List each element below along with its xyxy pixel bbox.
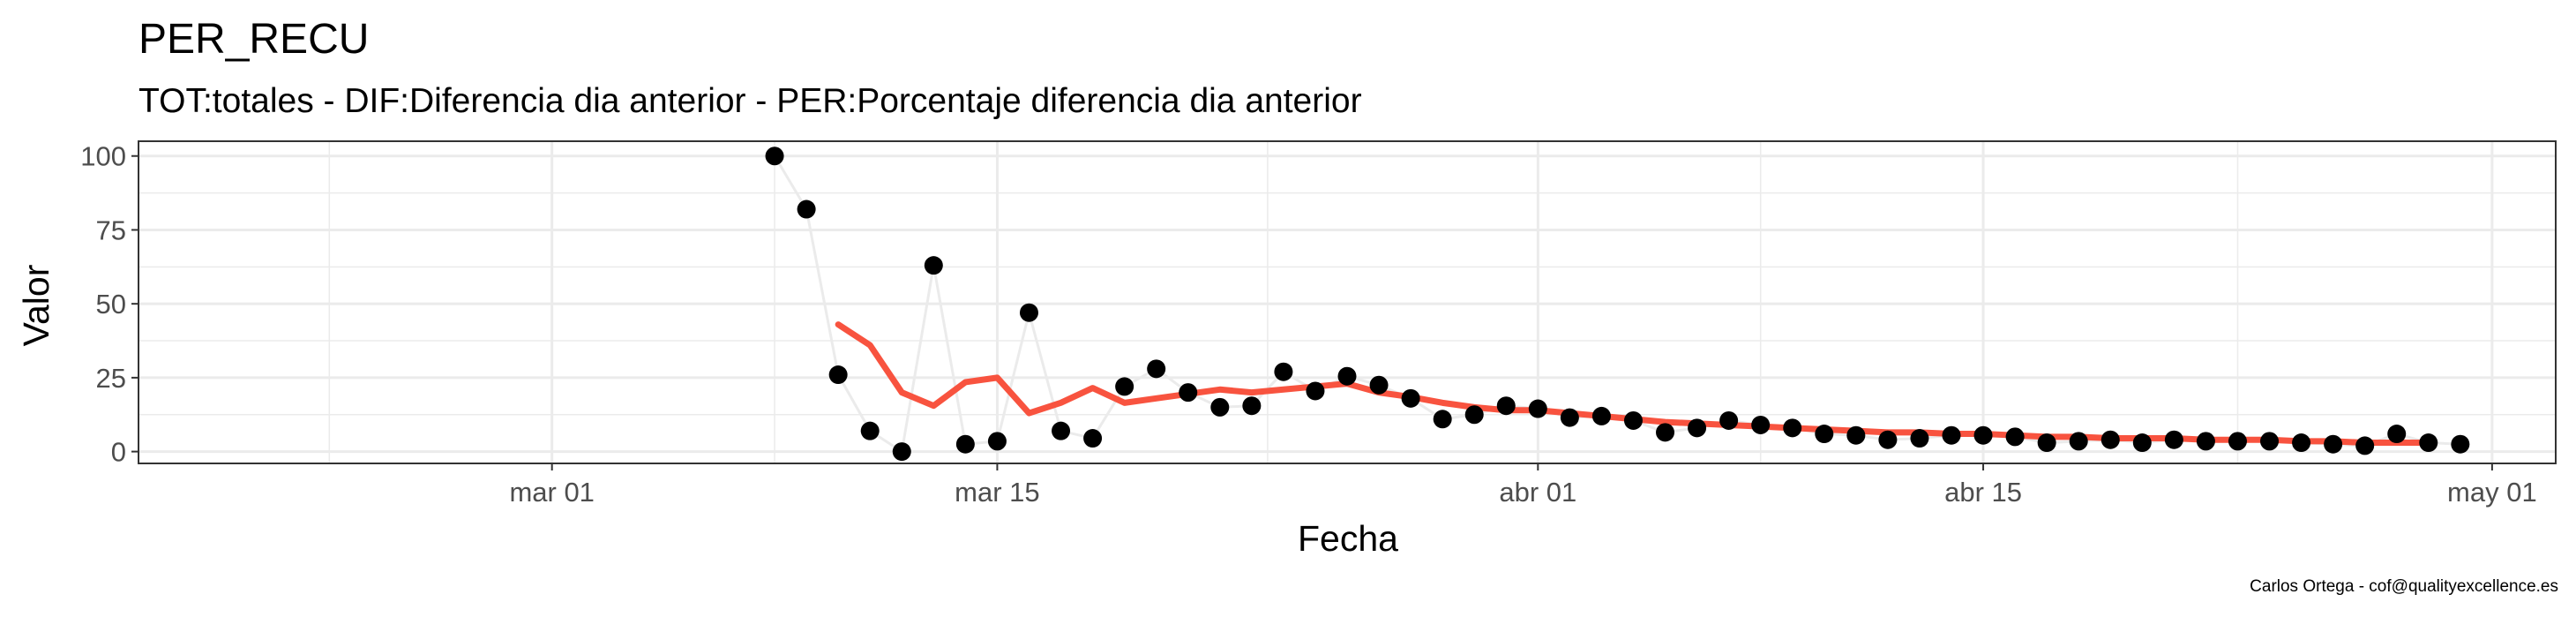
- data-point: [1052, 421, 1071, 440]
- y-tick-label: 25: [96, 363, 126, 394]
- data-point: [2324, 434, 2343, 454]
- y-tick-label: 100: [80, 141, 126, 172]
- data-point: [1401, 388, 1420, 408]
- caption: Carlos Ortega - cof@qualityexcellence.es: [2250, 577, 2558, 596]
- data-point: [1751, 415, 1771, 434]
- data-point: [765, 147, 784, 166]
- data-point: [2419, 433, 2438, 453]
- chart-title: PER_RECU: [139, 16, 369, 63]
- data-point: [1878, 430, 1898, 449]
- data-point: [1496, 396, 1516, 416]
- y-axis-title: Valor: [16, 265, 56, 347]
- data-point: [2451, 434, 2470, 454]
- data-point: [1910, 429, 1929, 448]
- data-point: [1846, 425, 1866, 445]
- x-tick-label: abr 01: [1499, 477, 1576, 508]
- data-point: [1306, 381, 1325, 401]
- data-point: [1274, 362, 1293, 381]
- data-point: [2228, 432, 2247, 451]
- y-tick-label: 75: [96, 214, 126, 245]
- y-tick-label: 0: [111, 437, 126, 468]
- data-point: [2196, 432, 2215, 451]
- data-point: [1528, 399, 1547, 418]
- data-point: [1147, 359, 1166, 379]
- data-point: [1973, 425, 1993, 445]
- data-point: [924, 256, 943, 275]
- data-point: [1019, 303, 1038, 322]
- data-point: [1719, 410, 1739, 430]
- data-point: [2132, 433, 2152, 453]
- data-point: [2100, 430, 2120, 449]
- data-point: [1560, 408, 1579, 427]
- data-point: [1688, 418, 1707, 438]
- x-tick-label: abr 15: [1944, 477, 2022, 508]
- data-point: [1369, 375, 1389, 395]
- data-point: [1337, 366, 1357, 386]
- data-point: [1464, 405, 1484, 425]
- data-point: [2037, 433, 2056, 453]
- data-point: [2355, 436, 2375, 455]
- data-point: [1783, 418, 1802, 438]
- data-point: [1179, 383, 1198, 403]
- data-point: [2005, 427, 2025, 447]
- data-point: [2260, 432, 2280, 451]
- data-point: [828, 365, 848, 385]
- data-point: [1942, 425, 1961, 445]
- data-point: [860, 421, 880, 440]
- x-tick-label: mar 01: [509, 477, 594, 508]
- x-tick-label: may 01: [2447, 477, 2537, 508]
- y-tick-label: 50: [96, 289, 126, 320]
- data-point: [1115, 377, 1134, 396]
- data-point: [892, 442, 911, 462]
- data-point: [1210, 397, 1230, 417]
- data-point: [987, 432, 1007, 451]
- data-point: [955, 434, 975, 454]
- data-point: [1815, 425, 1834, 444]
- data-point: [1083, 429, 1103, 448]
- data-point: [797, 199, 816, 219]
- data-point: [2069, 432, 2088, 451]
- data-point: [2164, 430, 2183, 449]
- data-point: [2292, 433, 2311, 453]
- x-axis-title: Fecha: [1298, 518, 1398, 559]
- x-tick-label: mar 15: [955, 477, 1039, 508]
- data-point: [1433, 410, 1452, 429]
- data-point: [2387, 425, 2407, 444]
- chart-subtitle: TOT:totales - DIF:Diferencia dia anterio…: [139, 82, 1362, 120]
- data-point: [1242, 396, 1262, 416]
- data-point: [1591, 406, 1611, 425]
- data-point: [1623, 410, 1643, 430]
- data-point: [1656, 423, 1675, 442]
- panel-border: [138, 140, 2557, 464]
- plot-panel: 0 25 50 75 100 mar 01 mar 15 abr 01 abr 15 may 01: [80, 140, 2557, 508]
